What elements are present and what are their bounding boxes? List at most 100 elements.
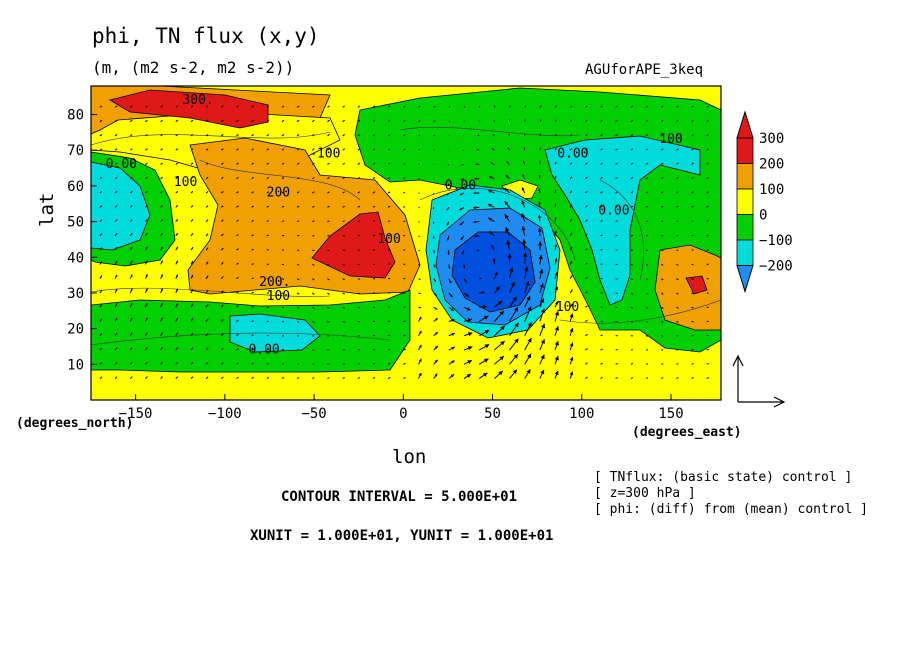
flux-vector xyxy=(296,191,300,194)
flux-vector xyxy=(706,263,709,265)
flux-vector xyxy=(447,250,450,255)
flux-vector xyxy=(205,362,209,365)
x-axis-unit: (degrees_east) xyxy=(632,425,742,440)
flux-vector xyxy=(342,321,345,323)
flux-vector xyxy=(706,292,709,294)
flux-vector xyxy=(660,278,664,281)
flux-vector xyxy=(403,148,406,151)
flux-vector xyxy=(524,119,526,122)
flux-vector xyxy=(403,362,406,365)
contour-label: 200 xyxy=(267,186,290,201)
flux-vector xyxy=(160,105,163,108)
flux-vector xyxy=(676,176,679,180)
flux-vector xyxy=(312,349,315,351)
x-tick-label: −150 xyxy=(119,406,153,422)
flux-vector xyxy=(372,234,376,237)
flux-vector xyxy=(645,220,649,223)
flux-vector xyxy=(615,306,618,309)
flux-vector xyxy=(297,235,300,237)
flux-vector xyxy=(448,292,453,298)
contour-label: 0.00 xyxy=(445,178,476,193)
flux-vector xyxy=(691,349,694,351)
flux-vector xyxy=(266,334,269,337)
flux-vector xyxy=(251,291,254,294)
flux-vector xyxy=(327,377,330,380)
flux-vector xyxy=(706,278,709,280)
flux-vector xyxy=(660,306,664,309)
flux-vector xyxy=(236,176,239,180)
flux-vector xyxy=(387,376,391,380)
flux-vector xyxy=(478,358,489,365)
flux-vector xyxy=(99,205,103,208)
flux-vector xyxy=(160,288,164,294)
flux-vector xyxy=(615,105,619,108)
flux-vector xyxy=(433,317,438,322)
flux-vector xyxy=(372,334,376,337)
contour-label: 200. xyxy=(259,275,290,290)
flux-vector xyxy=(99,318,103,322)
flux-vector xyxy=(266,134,270,137)
flux-vector xyxy=(509,322,519,337)
flux-vector xyxy=(630,306,634,309)
flux-vector xyxy=(569,356,574,365)
flux-vector xyxy=(403,105,406,108)
flux-vector xyxy=(129,361,133,365)
flux-vector xyxy=(220,176,224,180)
flux-vector xyxy=(129,190,133,194)
flux-vector xyxy=(175,376,179,379)
flux-vector xyxy=(266,220,270,223)
flux-vector xyxy=(615,278,618,280)
flux-vector xyxy=(160,205,163,208)
x-tick-label: −50 xyxy=(301,406,326,422)
flux-vector xyxy=(99,105,103,108)
flux-vector xyxy=(220,333,224,337)
flux-vector xyxy=(446,221,450,226)
flux-vector xyxy=(433,221,435,224)
chart-title: phi, TN flux (x,y) xyxy=(92,24,320,48)
flux-vector xyxy=(600,191,603,194)
flux-vector xyxy=(266,162,270,165)
flux-vector xyxy=(266,278,269,280)
flux-vector xyxy=(220,347,224,351)
flux-vector xyxy=(342,349,345,351)
flux-vector xyxy=(327,220,330,223)
flux-vector xyxy=(478,315,489,322)
flux-vector xyxy=(569,190,573,194)
flux-vector xyxy=(600,248,603,251)
flux-vector xyxy=(523,147,526,151)
flux-vector xyxy=(99,247,103,251)
flux-vector xyxy=(266,205,270,208)
colorbar-band xyxy=(736,188,754,215)
flux-vector xyxy=(114,134,118,137)
flux-vector xyxy=(691,321,694,323)
flux-vector xyxy=(327,235,330,237)
flux-vector xyxy=(190,119,194,123)
flux-vector xyxy=(357,335,360,337)
flux-vector xyxy=(448,332,456,337)
flux-vector xyxy=(175,219,179,222)
flux-vector xyxy=(615,335,618,337)
flux-vector xyxy=(312,363,315,365)
flux-vector xyxy=(505,226,510,237)
flux-vector xyxy=(615,220,618,223)
flux-vector xyxy=(539,268,544,279)
flux-vector xyxy=(281,306,285,309)
flux-vector xyxy=(281,249,284,251)
flux-vector xyxy=(114,105,118,108)
flux-vector xyxy=(387,348,391,351)
flux-vector xyxy=(446,207,450,211)
flux-vector xyxy=(372,306,376,308)
flux-vector xyxy=(357,148,361,151)
contour-line-6 xyxy=(559,299,721,324)
flux-vector xyxy=(403,177,406,180)
flux-vector xyxy=(463,264,466,269)
flux-vector xyxy=(463,135,465,137)
flux-vector xyxy=(537,214,542,222)
flux-vector xyxy=(342,249,345,251)
flux-vector xyxy=(281,349,285,351)
flux-vector xyxy=(175,347,179,351)
flux-vector xyxy=(251,105,254,108)
flux-vector xyxy=(676,162,679,165)
flux-vector xyxy=(160,148,163,151)
flux-vector xyxy=(691,148,694,151)
